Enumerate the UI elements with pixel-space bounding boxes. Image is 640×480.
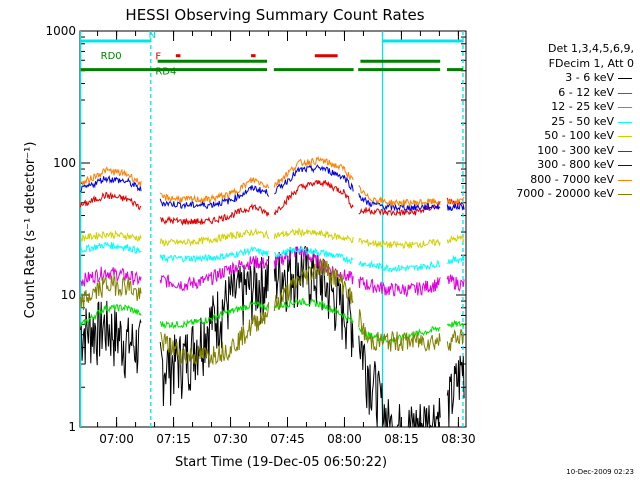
flag-label-rd4: RD4 bbox=[155, 67, 176, 78]
legend-item-label: 6 - 12 keV bbox=[558, 85, 614, 99]
series-lines bbox=[80, 155, 465, 429]
legend-swatch bbox=[618, 107, 632, 108]
y-tick-label: 10 bbox=[61, 288, 76, 302]
legend-swatch bbox=[618, 121, 632, 123]
legend-item: 25 - 50 keV bbox=[492, 115, 634, 130]
legend-item: 3 - 6 keV bbox=[492, 71, 634, 86]
legend-swatch bbox=[618, 165, 632, 166]
x-tick-label: 07:45 bbox=[270, 432, 305, 446]
legend-item: 50 - 100 keV bbox=[492, 129, 634, 144]
legend-item-label: 3 - 6 keV bbox=[565, 71, 614, 84]
legend-item: 800 - 7000 keV bbox=[492, 173, 634, 188]
status-flags: NF RD0 RD4 bbox=[80, 30, 463, 78]
legend-item-label: 800 - 7000 keV bbox=[530, 172, 614, 186]
legend-item: 12 - 25 keV bbox=[492, 100, 634, 115]
legend-header-line-1: Det 1,3,4,5,6,9, bbox=[547, 42, 634, 55]
x-axis-label: Start Time (19-Dec-05 06:50:22) bbox=[175, 455, 387, 470]
legend-item: 6 - 12 keV bbox=[492, 86, 634, 101]
legend-swatch bbox=[618, 179, 632, 181]
legend-item-label: 25 - 50 keV bbox=[551, 114, 614, 128]
flag-label-rd0: RD0 bbox=[101, 51, 122, 62]
chart-title: HESSI Observing Summary Count Rates bbox=[125, 6, 424, 24]
legend-header-line-2: FDecim 1, Att 0 bbox=[548, 56, 634, 70]
legend-swatch bbox=[618, 194, 632, 195]
flag-label-f: F bbox=[155, 52, 161, 63]
legend-swatch bbox=[618, 78, 632, 79]
timestamp-footer: 10-Dec-2009 02:23 bbox=[566, 468, 634, 476]
series-line-8 bbox=[80, 155, 465, 207]
series-line-7 bbox=[80, 164, 465, 213]
legend: Det 1,3,4,5,6,9, FDecim 1, Att 0 3 - 6 k… bbox=[492, 42, 634, 202]
x-tick-label: 07:15 bbox=[156, 432, 191, 446]
x-tick-label: 08:00 bbox=[327, 432, 362, 446]
series-line-3 bbox=[80, 297, 465, 345]
flag-label-n: N bbox=[148, 30, 155, 41]
legend-item-label: 7000 - 20000 keV bbox=[516, 187, 614, 200]
legend-swatch bbox=[618, 136, 632, 137]
x-tick-label: 08:30 bbox=[441, 432, 476, 446]
y-tick-label: 100 bbox=[53, 156, 76, 170]
legend-item-label: 12 - 25 keV bbox=[551, 100, 614, 113]
legend-item: 100 - 300 keV bbox=[492, 144, 634, 159]
series-line-5 bbox=[80, 227, 465, 250]
legend-swatch bbox=[618, 92, 632, 94]
series-line-2 bbox=[80, 246, 465, 297]
y-tick-label: 1 bbox=[68, 420, 76, 434]
y-axis-label: Count Rate (s⁻¹ detector⁻¹) bbox=[23, 142, 38, 319]
y-tick-label: 1000 bbox=[45, 24, 76, 38]
x-tick-label: 07:00 bbox=[99, 432, 134, 446]
series-line-9 bbox=[80, 258, 465, 366]
x-tick-label: 07:30 bbox=[213, 432, 248, 446]
legend-item: 300 - 800 keV bbox=[492, 158, 634, 173]
legend-item-label: 300 - 800 keV bbox=[537, 158, 614, 171]
x-tick-label: 08:15 bbox=[384, 432, 419, 446]
axis-ticks: 1 10 100 1000 07:00 07:15 07:30 07:45 08:00 08:15… bbox=[45, 24, 475, 446]
legend-item-label: 100 - 300 keV bbox=[537, 143, 614, 157]
series-line-6 bbox=[80, 179, 465, 226]
legend-swatch bbox=[618, 150, 632, 152]
legend-item-label: 50 - 100 keV bbox=[544, 129, 614, 142]
legend-item: 7000 - 20000 keV bbox=[492, 187, 634, 202]
series-line-4 bbox=[80, 241, 465, 273]
